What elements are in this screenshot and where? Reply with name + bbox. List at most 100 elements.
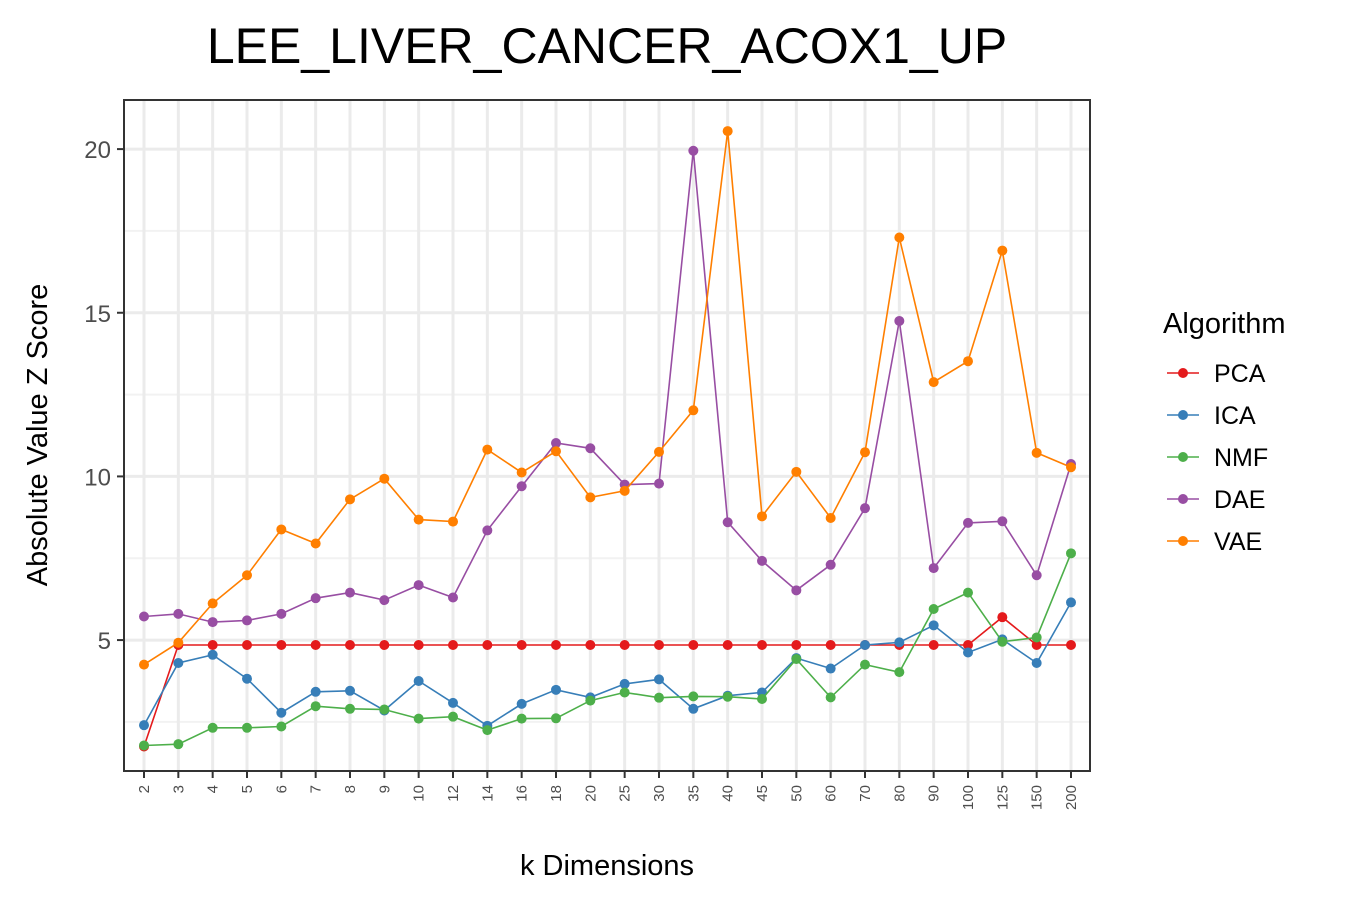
chart-title: LEE_LIVER_CANCER_ACOX1_UP [207, 18, 1007, 74]
x-tick-label: 9 [376, 785, 393, 793]
data-point-dae [379, 595, 390, 606]
data-point-pca [722, 639, 733, 650]
data-point-pca [1066, 639, 1076, 650]
data-point-nmf [791, 654, 802, 665]
y-tick-label: 10 [84, 464, 111, 491]
data-point-vae [1031, 447, 1042, 458]
y-tick-label: 15 [84, 301, 111, 328]
data-point-vae [585, 492, 596, 503]
data-point-pca [1031, 639, 1042, 650]
x-tick-label: 30 [651, 785, 668, 802]
data-point-dae [242, 615, 252, 626]
data-point-vae [276, 524, 287, 535]
legend-label-dae: DAE [1214, 486, 1265, 514]
data-point-pca [551, 639, 561, 650]
data-point-nmf [894, 667, 905, 678]
x-tick-label: 8 [342, 785, 359, 793]
data-point-dae [173, 608, 184, 619]
data-point-nmf [860, 659, 870, 670]
data-point-dae [139, 611, 149, 622]
x-tick-label: 7 [308, 785, 325, 793]
plot-panel-background [124, 100, 1090, 771]
data-point-ica [413, 675, 424, 686]
x-tick-label: 2 [136, 785, 153, 793]
series-ica [139, 597, 1076, 731]
series-group [139, 126, 1076, 752]
data-point-dae [448, 592, 458, 603]
series-line-vae [143, 131, 1072, 666]
data-point-dae [654, 478, 664, 489]
data-point-dae [894, 315, 905, 326]
x-tick-label: 5 [239, 785, 256, 793]
y-tick-label: 5 [98, 628, 111, 655]
data-point-nmf [928, 603, 939, 614]
x-tick-label: 40 [720, 785, 737, 802]
data-point-nmf [242, 722, 252, 733]
data-point-dae [757, 555, 767, 566]
data-point-pca [619, 639, 630, 650]
data-point-pca [688, 639, 699, 650]
gridlines [124, 100, 1090, 771]
legend-item-dae: DAE [1167, 486, 1265, 514]
data-point-dae [551, 438, 561, 449]
x-tick-label: 10 [411, 785, 428, 802]
legend-label-ica: ICA [1214, 402, 1256, 430]
data-point-ica [928, 620, 939, 631]
legend-label-nmf: NMF [1214, 444, 1268, 472]
data-point-vae [928, 377, 939, 388]
plot-panel-border [123, 99, 1091, 772]
data-point-ica [345, 685, 355, 696]
data-point-ica [825, 663, 836, 674]
x-tick-label: 4 [205, 785, 222, 793]
data-point-nmf [482, 725, 493, 736]
data-point-nmf [654, 692, 664, 703]
data-point-nmf [997, 636, 1008, 647]
legend-label-vae: VAE [1214, 528, 1262, 556]
data-point-nmf [310, 701, 321, 712]
x-tick-label: 70 [857, 785, 874, 802]
data-point-pca [482, 639, 493, 650]
data-point-vae [722, 126, 733, 137]
data-point-ica [1031, 657, 1042, 668]
data-point-vae [825, 512, 836, 523]
data-point-nmf [722, 691, 733, 702]
data-point-vae [482, 444, 493, 455]
data-point-dae [722, 517, 733, 528]
data-point-nmf [619, 687, 630, 698]
x-tick-label: 45 [754, 785, 771, 802]
data-point-dae [791, 585, 802, 596]
data-point-vae [516, 467, 527, 478]
data-point-nmf [688, 691, 699, 702]
data-point-ica [207, 649, 218, 660]
data-point-pca [825, 639, 836, 650]
legend-title: Algorithm [1163, 308, 1286, 340]
data-point-vae [173, 637, 184, 648]
data-point-nmf [1031, 632, 1042, 643]
data-point-vae [619, 485, 630, 496]
data-point-ica [242, 673, 252, 684]
data-point-nmf [585, 695, 596, 706]
data-point-pca [413, 639, 424, 650]
data-point-pca [310, 639, 321, 650]
x-tick-label: 100 [960, 785, 977, 810]
x-tick-label: 20 [582, 785, 599, 802]
legend-item-vae: VAE [1167, 528, 1262, 556]
x-tick-label: 150 [1029, 785, 1046, 810]
legend-marker-nmf [1178, 452, 1188, 462]
data-point-nmf [379, 704, 390, 715]
legend-marker-pca [1178, 368, 1188, 378]
data-point-vae [413, 514, 424, 525]
legend-marker-dae [1178, 494, 1188, 504]
x-axis-title: k Dimensions [520, 850, 694, 882]
data-point-vae [551, 446, 561, 457]
y-axis-title: Absolute Value Z Score [22, 284, 54, 587]
data-point-pca [516, 639, 527, 650]
data-point-ica [963, 647, 973, 658]
data-point-vae [894, 232, 905, 243]
data-point-nmf [551, 713, 561, 724]
data-point-nmf [757, 693, 767, 704]
x-tick-label: 90 [926, 785, 943, 802]
data-point-nmf [173, 739, 184, 750]
data-point-vae [757, 511, 767, 522]
